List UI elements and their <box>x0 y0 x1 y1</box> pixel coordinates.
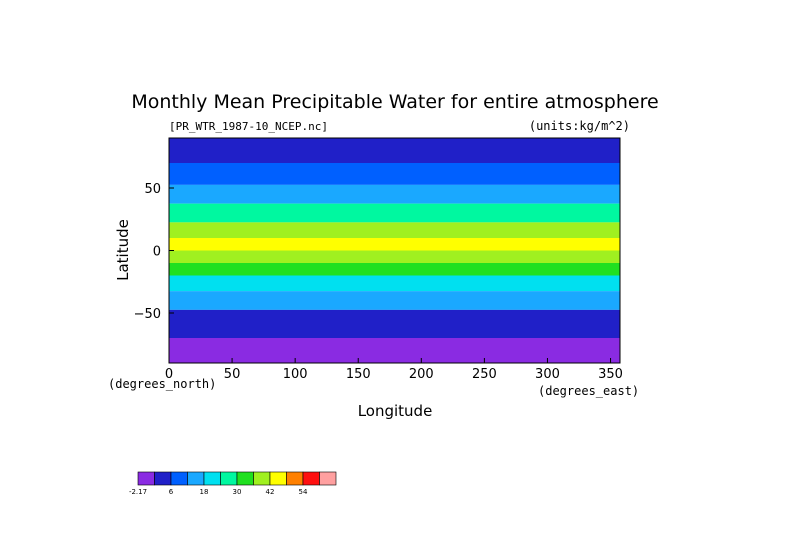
heatmap-band <box>169 350 620 363</box>
heatmap-band <box>169 138 620 163</box>
colorbar-swatch <box>319 471 337 486</box>
heatmap-band <box>169 263 620 276</box>
colorbar-tick-label: 54 <box>299 488 308 496</box>
y-tick-label: −50 <box>134 307 161 322</box>
colorbar-swatch <box>286 471 304 486</box>
y-axis: 50 0 −50 <box>134 182 174 322</box>
colorbar-swatch <box>203 471 221 486</box>
heatmap-band <box>169 309 620 326</box>
chart-subtitle-units: (units:kg/m^2) <box>529 119 630 133</box>
x-tick-label: 200 <box>409 367 434 382</box>
x-tick-label: 0 <box>165 367 173 382</box>
heatmap-band <box>169 238 620 251</box>
colorbar-swatch <box>137 471 155 486</box>
heatmap-band <box>169 325 620 338</box>
x-axis-units: (degrees_east) <box>538 384 639 398</box>
heatmap-band <box>169 222 620 238</box>
colorbar-tick-label: 42 <box>266 488 275 496</box>
heatmap-band <box>169 250 620 263</box>
x-tick-label: 350 <box>598 367 623 382</box>
x-tick-label: 100 <box>283 367 308 382</box>
x-axis: 0 50 100 150 200 250 300 350 <box>165 358 623 382</box>
x-tick-label: 300 <box>535 367 560 382</box>
y-axis-units: (degrees_north) <box>108 377 216 391</box>
colorbar-swatch <box>302 471 320 486</box>
colorbar-swatch <box>187 471 205 486</box>
heatmap-band <box>169 163 620 185</box>
y-axis-title: Latitude <box>114 219 132 281</box>
colorbar-swatch <box>220 471 238 486</box>
plot-area <box>168 137 621 364</box>
heatmap-band <box>169 184 620 204</box>
heatmap-band <box>169 338 620 351</box>
x-tick-label: 150 <box>346 367 371 382</box>
chart-subtitle-file: [PR_WTR_1987-10_NCEP.nc] <box>169 120 328 133</box>
colorbar-swatch <box>236 471 254 486</box>
heatmap-band <box>169 291 620 310</box>
x-axis-title: Longitude <box>358 402 433 420</box>
colorbar-swatch <box>269 471 287 486</box>
colorbar-swatch <box>253 471 271 486</box>
colorbar-tick-label: 30 <box>233 488 242 496</box>
y-tick-label: 0 <box>153 245 161 260</box>
heatmap-bands <box>169 138 620 363</box>
colorbar-swatch <box>154 471 172 486</box>
x-tick-label: 50 <box>224 367 241 382</box>
y-tick-label: 50 <box>144 182 161 197</box>
colorbar-tick-label: 18 <box>200 488 209 496</box>
colorbar-swatch <box>170 471 188 486</box>
colorbar-tick-label: 6 <box>169 488 174 496</box>
colorbar: -2.17 6 18 30 42 54 <box>129 471 337 496</box>
x-tick-label: 250 <box>472 367 497 382</box>
heatmap-band <box>169 203 620 223</box>
heatmap-band <box>169 275 620 292</box>
colorbar-tick-label: -2.17 <box>129 488 147 496</box>
chart-title: Monthly Mean Precipitable Water for enti… <box>131 91 658 113</box>
